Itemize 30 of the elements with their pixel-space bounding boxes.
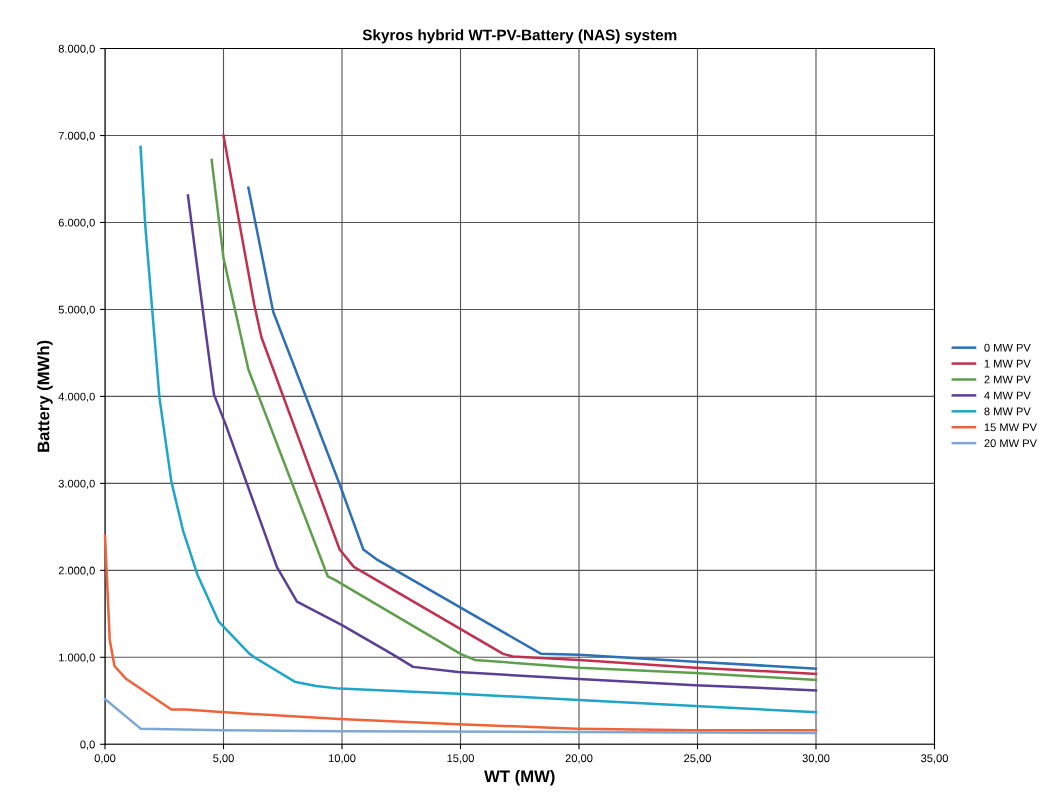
y-tick-label: 5.000,0 <box>58 305 95 315</box>
x-tick-label: 25,00 <box>684 754 711 764</box>
y-tick-label: 0,0 <box>80 740 95 750</box>
line-series <box>103 534 818 732</box>
y-tick-label: 3.000,0 <box>58 479 95 489</box>
legend-label: 4 MW PV <box>984 391 1031 400</box>
x-tick-label: 35,00 <box>921 754 948 764</box>
x-tick-label: 15,00 <box>447 754 474 764</box>
x-tick-label: 20,00 <box>565 754 593 764</box>
legend-label: 15 MW PV <box>984 423 1037 432</box>
y-tick-label: 7.000,0 <box>58 131 95 141</box>
y-axis-title: Battery (MWh) <box>37 340 53 452</box>
y-tick-label: 4.000,0 <box>58 392 95 402</box>
y-tick-label: 1.000,0 <box>59 653 95 663</box>
x-tick-label: 30,00 <box>802 754 830 764</box>
line-series <box>103 697 818 735</box>
line-series <box>139 145 818 714</box>
y-tick-label: 2.000,0 <box>58 566 95 576</box>
legend-label: 0 MW PV <box>984 343 1031 352</box>
chart-title: Skyros hybrid WT-PV-Battery (NAS) system <box>362 29 677 44</box>
legend-label: 8 MW PV <box>984 407 1031 416</box>
x-tick-label: 10,00 <box>328 754 356 764</box>
x-axis-title: WT (MW) <box>484 769 555 786</box>
y-tick-label: 8.000,0 <box>58 44 95 54</box>
x-tick-label: 5,00 <box>213 754 234 764</box>
y-tick-label: 6.000,0 <box>58 218 95 228</box>
legend-label: 20 MW PV <box>984 439 1037 448</box>
legend-label: 1 MW PV <box>984 359 1031 368</box>
legend-label: 2 MW PV <box>984 375 1031 384</box>
x-tick-label: 0,00 <box>94 754 116 764</box>
